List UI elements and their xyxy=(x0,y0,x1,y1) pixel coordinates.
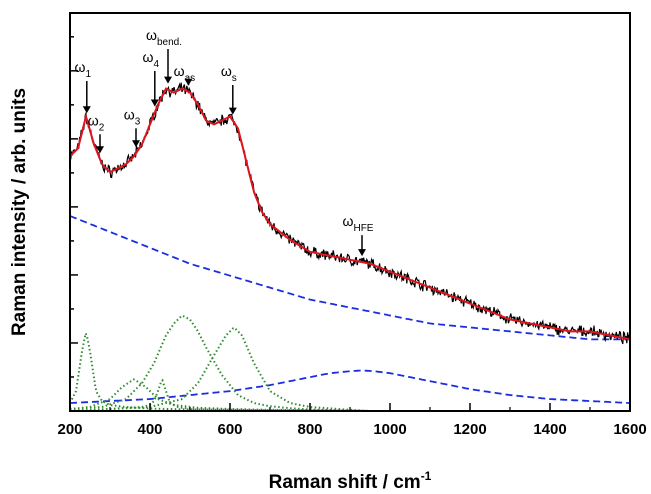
peak-label: ωHFE xyxy=(343,213,374,234)
x-axis-title-text: Raman shift / cm xyxy=(269,472,421,493)
peak-annotation: ωs xyxy=(221,63,237,115)
peak-arrow-head xyxy=(164,76,172,84)
x-axis-title: Raman shift / cm-1 xyxy=(269,469,432,493)
peak-annotation: ωbend. xyxy=(146,27,182,84)
peak-label-symbol: ω xyxy=(174,63,185,79)
peak-label: ωas xyxy=(174,63,196,84)
peak-label-subscript: 3 xyxy=(135,116,141,127)
x-tick-label: 200 xyxy=(57,421,82,438)
peak-label: ω3 xyxy=(124,106,141,127)
hfe-band-dashed-line xyxy=(70,369,630,404)
x-axis-title-superscript: -1 xyxy=(421,469,432,483)
peak-label-subscript: 2 xyxy=(99,122,105,133)
peak-label-symbol: ω xyxy=(221,63,232,79)
peak-label-subscript: 4 xyxy=(153,59,159,70)
fit-curve-line xyxy=(70,87,630,341)
peak-arrow-head xyxy=(150,99,159,107)
x-tick-label: 800 xyxy=(297,421,322,438)
peak-annotation: ω3 xyxy=(124,106,141,148)
background-dashed-line xyxy=(70,215,630,341)
peak-label: ω1 xyxy=(75,59,92,80)
peak-label-subscript: 1 xyxy=(85,69,91,80)
peak-annotation: ωas xyxy=(174,63,196,86)
x-tick-label: 1000 xyxy=(373,421,406,438)
peak-annotation: ω2 xyxy=(88,112,105,154)
plot-frame xyxy=(69,12,631,412)
peak-label-subscript: s xyxy=(232,73,237,84)
peak-label-subscript: bend. xyxy=(157,37,182,48)
peak-arrow-head xyxy=(132,140,140,148)
peak-component-dotted-line xyxy=(70,326,371,411)
peak-label-symbol: ω xyxy=(124,106,135,122)
plot-area xyxy=(70,82,630,411)
x-tick-label: 400 xyxy=(137,421,162,438)
peak-arrow-head xyxy=(82,106,91,114)
peak-arrow-head xyxy=(96,146,104,154)
y-axis-title: Raman intensity / arb. units xyxy=(9,88,30,336)
peak-label-subscript: as xyxy=(185,73,196,84)
peak-label-symbol: ω xyxy=(146,27,157,43)
peak-annotation: ω1 xyxy=(75,59,92,114)
x-axis: 200 400 600 800 1000 1200 1400 1600 xyxy=(57,403,647,438)
y-axis xyxy=(70,36,78,378)
peak-label-symbol: ω xyxy=(343,213,354,229)
peak-component-dotted-line xyxy=(70,314,370,411)
peak-arrow-head xyxy=(184,78,193,86)
x-tick-label: 1600 xyxy=(613,421,646,438)
x-tick-label: 600 xyxy=(217,421,242,438)
peak-label: ω4 xyxy=(143,49,160,70)
peak-arrow-head xyxy=(228,107,237,115)
x-tick-label: 1200 xyxy=(453,421,486,438)
peak-arrow-head xyxy=(358,249,366,257)
peak-label-subscript: HFE xyxy=(353,223,373,234)
peak-label-symbol: ω xyxy=(75,59,86,75)
peak-annotation: ω4 xyxy=(143,49,160,107)
peak-label-symbol: ω xyxy=(88,112,99,128)
peak-annotation: ωHFE xyxy=(343,213,374,257)
peak-label: ωbend. xyxy=(146,27,182,48)
x-tick-label: 1400 xyxy=(533,421,566,438)
peak-label: ωs xyxy=(221,63,237,84)
peak-label-symbol: ω xyxy=(143,49,154,65)
peak-label: ω2 xyxy=(88,112,105,133)
